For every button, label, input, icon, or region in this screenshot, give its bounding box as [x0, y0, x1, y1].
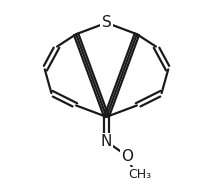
Text: S: S	[102, 15, 111, 30]
Text: O: O	[121, 149, 133, 164]
Text: N: N	[101, 134, 112, 149]
Text: CH₃: CH₃	[128, 168, 151, 181]
